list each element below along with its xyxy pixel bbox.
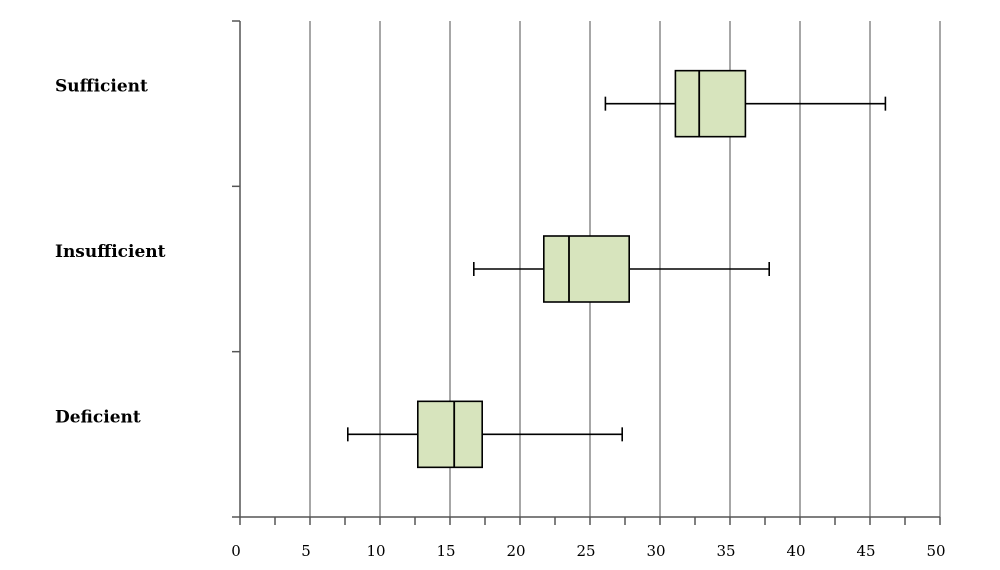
category-label-deficient: Deficient [55, 407, 141, 427]
x-tick-label-50: 50 [926, 542, 945, 560]
x-tick-label-15: 15 [436, 542, 455, 560]
x-tick-label-30: 30 [646, 542, 665, 560]
category-label-sufficient: Sufficient [55, 77, 148, 97]
x-tick-label-20: 20 [506, 542, 525, 560]
axes [232, 20, 941, 525]
x-tick-label-0: 0 [231, 542, 241, 560]
labels: 0 5 10 15 20 25 30 35 40 45 50 Sufficient Insufficie… [55, 77, 946, 560]
x-tick-label-5: 5 [301, 542, 311, 560]
iqr-box [416, 400, 483, 469]
x-tick-label-40: 40 [786, 542, 805, 560]
iqr-box [674, 69, 747, 138]
iqr-box [542, 235, 630, 303]
boxes [346, 69, 887, 469]
x-tick-label-35: 35 [716, 542, 735, 560]
box-sufficient [604, 69, 887, 138]
category-label-insufficient: Insufficient [55, 242, 166, 262]
x-tick-label-25: 25 [576, 542, 595, 560]
x-tick-label-10: 10 [366, 542, 385, 560]
box-deficient [346, 400, 624, 469]
box-insufficient [472, 235, 771, 303]
x-tick-label-45: 45 [856, 542, 875, 560]
